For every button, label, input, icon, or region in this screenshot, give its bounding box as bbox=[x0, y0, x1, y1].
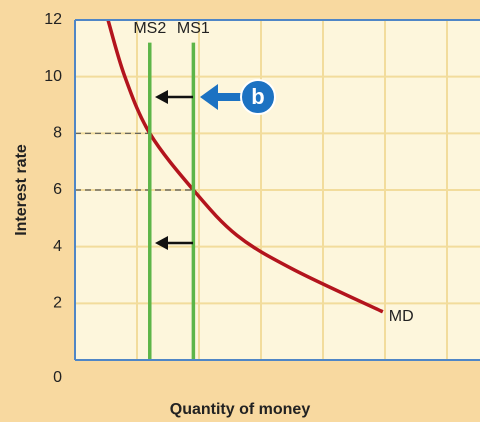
badge-label: b bbox=[251, 84, 264, 109]
y-axis-label: Interest rate bbox=[13, 144, 30, 236]
arrow-lower bbox=[155, 236, 193, 250]
x-axis-label: Quantity of money bbox=[170, 401, 311, 418]
y-tick-label: 8 bbox=[53, 125, 62, 142]
y-tick-label: 10 bbox=[44, 68, 62, 85]
series-label: MD bbox=[389, 308, 414, 325]
arrow-upper bbox=[155, 90, 193, 104]
y-tick-label: 12 bbox=[44, 11, 62, 28]
badge bbox=[240, 79, 276, 115]
series-label: MS1 bbox=[177, 20, 210, 37]
y-tick-label: 6 bbox=[53, 181, 62, 198]
y-tick-label: 2 bbox=[53, 295, 62, 312]
y-tick-label: 4 bbox=[53, 238, 62, 255]
y-tick-label: 0 bbox=[53, 369, 62, 386]
series-label: MS2 bbox=[133, 20, 166, 37]
blue-arrow bbox=[200, 84, 242, 110]
